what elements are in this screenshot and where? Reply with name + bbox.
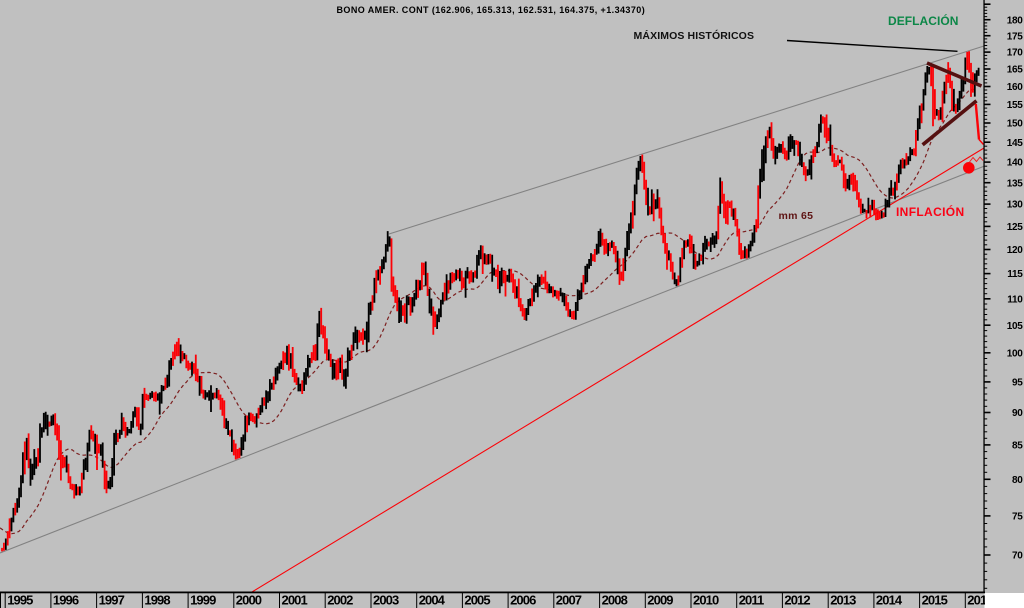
- svg-text:2009: 2009: [647, 593, 673, 608]
- svg-text:115: 115: [1007, 269, 1023, 280]
- svg-text:75: 75: [1012, 512, 1023, 523]
- svg-text:135: 135: [1007, 178, 1024, 189]
- svg-text:160: 160: [1007, 82, 1024, 93]
- svg-text:130: 130: [1007, 200, 1024, 211]
- svg-text:2014: 2014: [876, 593, 903, 608]
- svg-text:2000: 2000: [236, 593, 262, 608]
- svg-text:1996: 1996: [53, 593, 79, 608]
- svg-text:2002: 2002: [327, 593, 353, 608]
- svg-text:2010: 2010: [693, 593, 719, 608]
- svg-text:155: 155: [1007, 100, 1024, 111]
- svg-text:2008: 2008: [602, 593, 628, 608]
- svg-text:85: 85: [1012, 441, 1023, 452]
- svg-text:170: 170: [1007, 48, 1024, 59]
- svg-text:175: 175: [1007, 31, 1024, 42]
- svg-text:140: 140: [1007, 158, 1024, 169]
- svg-text:165: 165: [1007, 65, 1024, 76]
- svg-text:110: 110: [1007, 294, 1023, 305]
- svg-text:1997: 1997: [99, 593, 125, 608]
- svg-text:2012: 2012: [784, 593, 810, 608]
- svg-text:2016: 2016: [967, 593, 993, 608]
- svg-text:2015: 2015: [922, 593, 948, 608]
- svg-text:2005: 2005: [464, 593, 490, 608]
- svg-text:2013: 2013: [830, 593, 856, 608]
- svg-text:95: 95: [1012, 378, 1023, 389]
- svg-text:120: 120: [1007, 245, 1024, 256]
- svg-text:80: 80: [1012, 475, 1023, 486]
- svg-text:105: 105: [1007, 321, 1024, 332]
- svg-text:1998: 1998: [144, 593, 170, 608]
- svg-text:2001: 2001: [282, 593, 308, 608]
- svg-text:2003: 2003: [373, 593, 399, 608]
- svg-text:2006: 2006: [510, 593, 536, 608]
- svg-text:2011: 2011: [739, 593, 764, 608]
- svg-text:1999: 1999: [190, 593, 216, 608]
- svg-text:145: 145: [1007, 138, 1024, 149]
- svg-text:90: 90: [1012, 408, 1023, 419]
- svg-text:100: 100: [1007, 348, 1024, 359]
- svg-text:1995: 1995: [7, 593, 33, 608]
- svg-text:2007: 2007: [556, 593, 582, 608]
- svg-text:150: 150: [1007, 119, 1024, 130]
- svg-text:180: 180: [1007, 15, 1024, 26]
- svg-text:70: 70: [1012, 551, 1023, 562]
- svg-text:2004: 2004: [419, 593, 446, 608]
- svg-text:125: 125: [1007, 222, 1024, 233]
